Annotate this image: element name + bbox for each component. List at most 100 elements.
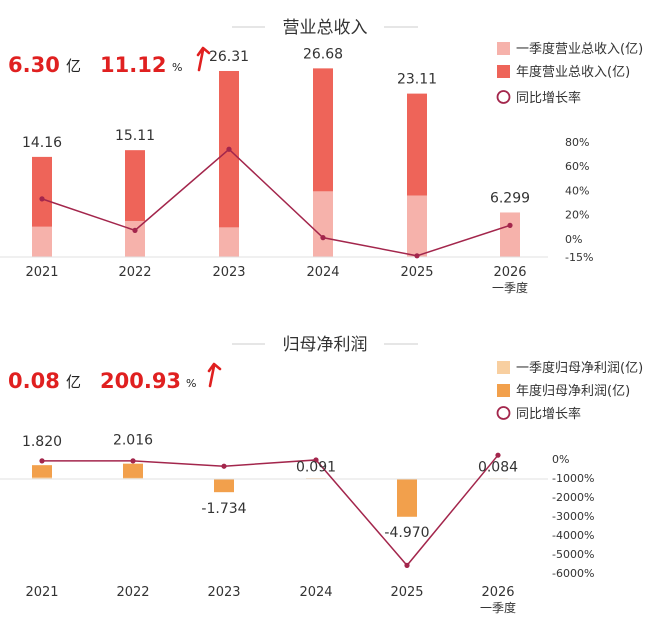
value-label: -1.734 [201, 501, 246, 517]
legend-swatch-growth [496, 406, 511, 420]
right-tick-label: -15% [565, 251, 593, 264]
growth-point [313, 457, 319, 463]
growth-point [507, 222, 513, 228]
x-tick-label: 2021 [25, 585, 58, 600]
x-tick-label: 2022 [118, 265, 151, 280]
x-tick-label: 2021 [25, 265, 58, 280]
legend-swatch-quarter [497, 361, 510, 374]
right-tick-label: 20% [565, 209, 589, 222]
right-tick-label: -2000% [552, 491, 594, 504]
value-label: 0.091 [296, 459, 336, 475]
revenue-growth-line [39, 146, 513, 259]
quarter-bar [313, 191, 333, 257]
value-label: -4.970 [384, 525, 429, 541]
x-tick-sublabel: 一季度 [492, 280, 528, 295]
revenue-headline: 6.30 亿 11.12 % [8, 46, 211, 77]
growth-point [39, 196, 45, 202]
profit-headline-growth-unit: % [186, 377, 196, 390]
x-tick-label: 2025 [390, 585, 423, 600]
x-tick-label: 2026 [481, 585, 514, 600]
value-label: 1.820 [22, 434, 62, 450]
annual-bar [123, 463, 143, 479]
legend-label-growth: 同比增长率 [516, 90, 581, 106]
revenue-bars [32, 68, 520, 257]
legend-label-quarter: 一季度营业总收入(亿) [516, 41, 643, 57]
growth-point [226, 146, 232, 152]
legend-swatch-annual [497, 384, 510, 397]
legend-label-annual: 年度归母净利润(亿) [516, 383, 630, 399]
x-tick-label: 2024 [299, 585, 332, 600]
x-tick-label: 2023 [207, 585, 240, 600]
profit-bars [32, 463, 508, 517]
profit-headline-growth: 200.93 [100, 369, 181, 393]
annual-bar [397, 479, 417, 517]
growth-up-arrow-icon [207, 362, 222, 388]
value-label: 15.11 [115, 128, 155, 144]
profit-chart-title: 归母净利润 [283, 335, 368, 355]
x-tick-sublabel: 一季度 [480, 600, 516, 615]
x-tick-label: 2022 [116, 585, 149, 600]
quarter-bar [219, 227, 239, 257]
legend-label-growth: 同比增长率 [516, 406, 581, 422]
legend-swatch-annual [497, 65, 510, 78]
right-tick-label: -6000% [552, 567, 594, 580]
revenue-chart-title: 营业总收入 [283, 18, 368, 38]
quarter-bar [32, 226, 52, 257]
revenue-value-labels: 14.16 15.11 26.31 26.68 23.11 6.299 [22, 46, 530, 206]
growth-line [42, 454, 499, 567]
growth-up-arrow-icon [196, 46, 211, 72]
value-label: 6.299 [490, 190, 530, 206]
growth-point [130, 458, 136, 464]
legend-swatch-quarter [497, 42, 510, 55]
value-label: 0.084 [478, 459, 518, 475]
revenue-headline-unit: 亿 [66, 57, 81, 75]
profit-right-axis: 0% -1000% -2000% -3000% -4000% -5000% -6000% [552, 453, 594, 580]
right-tick-label: -3000% [552, 510, 594, 523]
growth-point [132, 227, 138, 233]
revenue-headline-value: 6.30 [8, 53, 60, 77]
quarter-bar [500, 212, 520, 257]
growth-point [495, 452, 501, 458]
revenue-headline-growth: 11.12 [100, 53, 166, 77]
x-tick-label: 2024 [306, 265, 339, 280]
right-tick-label: -5000% [552, 548, 594, 561]
revenue-legend: 一季度营业总收入(亿) 年度营业总收入(亿) 同比增长率 [496, 41, 643, 106]
quarter-bar [407, 195, 427, 257]
profit-headline: 0.08 亿 200.93 % [8, 362, 222, 393]
quarter-bar [125, 220, 145, 257]
annual-bar [214, 479, 234, 493]
x-tick-label: 2026 [493, 265, 526, 280]
revenue-chart: 营业总收入 6.30 亿 11.12 % 一季度营业总收入(亿) 年度营业总收入… [0, 18, 643, 295]
legend-swatch-growth [496, 90, 511, 104]
value-label: 2.016 [113, 433, 153, 449]
right-tick-label: -4000% [552, 529, 594, 542]
profit-headline-value: 0.08 [8, 369, 60, 393]
quarter-bar [32, 477, 52, 479]
growth-line [41, 148, 511, 257]
x-tick-label: 2023 [212, 265, 245, 280]
right-tick-label: 80% [565, 136, 589, 149]
growth-point [39, 458, 45, 464]
right-tick-label: 0% [552, 453, 569, 466]
right-tick-label: 60% [565, 160, 589, 173]
quarter-bar [123, 477, 143, 479]
right-tick-label: 0% [565, 233, 582, 246]
right-tick-label: -1000% [552, 472, 594, 485]
value-label: 26.31 [209, 49, 249, 65]
right-tick-label: 40% [565, 184, 589, 197]
growth-point [320, 235, 326, 241]
profit-headline-unit: 亿 [66, 373, 81, 391]
profit-growth-line [39, 452, 501, 569]
value-label: 26.68 [303, 46, 343, 62]
growth-point [404, 562, 410, 569]
growth-point [221, 463, 227, 469]
x-tick-label: 2025 [400, 265, 433, 280]
annual-bar [32, 465, 52, 479]
legend-label-quarter: 一季度归母净利润(亿) [516, 360, 643, 376]
profit-value-labels: 1.820 2.016 -1.734 0.091 -4.970 0.084 [22, 433, 518, 541]
value-label: 14.16 [22, 135, 62, 151]
annual-bar [219, 70, 239, 257]
